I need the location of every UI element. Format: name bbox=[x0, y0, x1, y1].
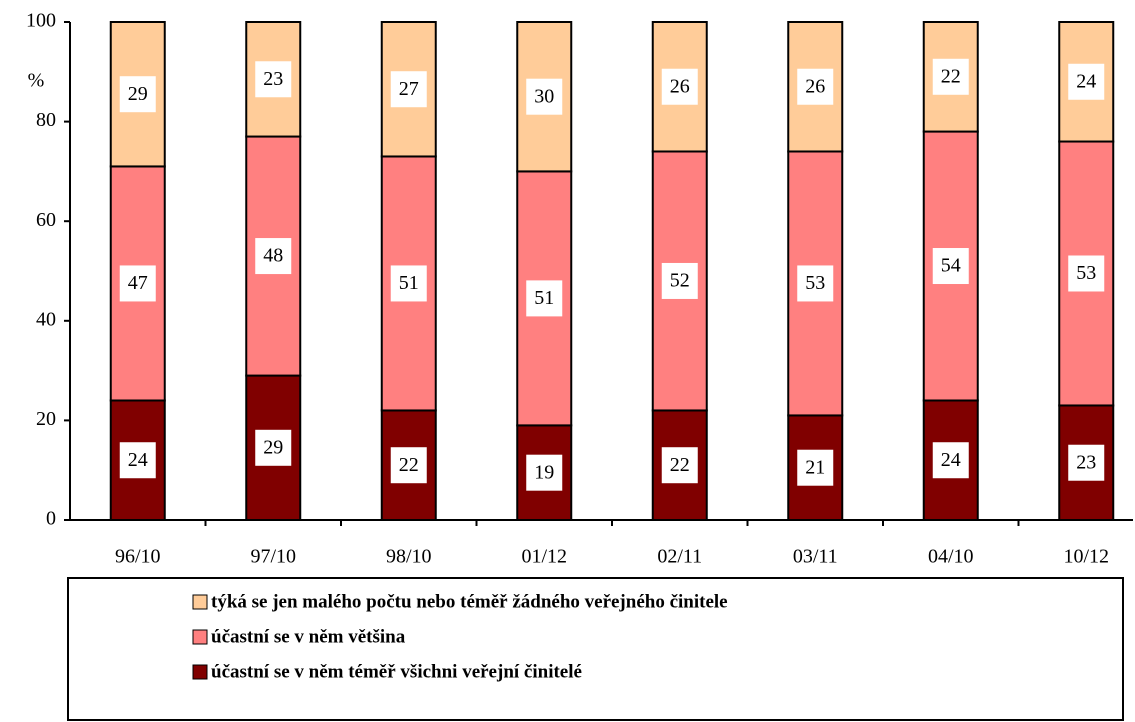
value-label-box bbox=[797, 449, 834, 486]
value-label-box bbox=[390, 447, 427, 484]
value-label-box bbox=[797, 265, 834, 302]
value-label: 26 bbox=[805, 75, 825, 97]
value-label-box bbox=[1068, 63, 1105, 100]
value-label-box bbox=[255, 61, 292, 98]
y-tick-label: 60 bbox=[36, 209, 56, 231]
value-label: 23 bbox=[1076, 451, 1096, 473]
x-tick-label: 01/12 bbox=[521, 546, 567, 568]
y-tick-label: 40 bbox=[36, 308, 56, 330]
value-label-box bbox=[932, 442, 969, 479]
value-label: 29 bbox=[263, 436, 283, 458]
legend-label: účastní se v něm téměř všichni veřejní č… bbox=[211, 661, 582, 682]
value-label-box bbox=[661, 447, 698, 484]
value-label: 22 bbox=[941, 65, 961, 87]
value-label: 54 bbox=[941, 255, 961, 277]
value-label-box bbox=[526, 78, 563, 115]
legend-swatch bbox=[192, 629, 208, 645]
value-label-box bbox=[390, 265, 427, 302]
value-label-box bbox=[119, 76, 156, 113]
value-label: 29 bbox=[128, 83, 148, 105]
value-label: 21 bbox=[805, 456, 825, 478]
legend-swatch bbox=[192, 594, 208, 610]
value-label-box bbox=[119, 265, 156, 302]
value-label: 22 bbox=[670, 454, 690, 476]
x-tick-label: 96/10 bbox=[115, 546, 161, 568]
value-label: 53 bbox=[805, 272, 825, 294]
y-tick-label: 20 bbox=[36, 408, 56, 430]
value-label-box bbox=[526, 454, 563, 491]
value-label-box bbox=[932, 248, 969, 285]
y-tick-label: 80 bbox=[36, 109, 56, 131]
legend-box bbox=[67, 577, 1124, 721]
value-label: 23 bbox=[263, 68, 283, 90]
value-label: 52 bbox=[670, 270, 690, 292]
value-label: 48 bbox=[263, 245, 283, 267]
value-label-box bbox=[661, 262, 698, 299]
value-label-box bbox=[390, 71, 427, 108]
y-tick-label: 0 bbox=[46, 508, 56, 530]
value-label: 53 bbox=[1076, 262, 1096, 284]
value-label: 24 bbox=[1076, 70, 1096, 92]
x-tick-label: 98/10 bbox=[386, 546, 432, 568]
y-tick-label: 100 bbox=[26, 10, 56, 32]
value-label-box bbox=[255, 429, 292, 466]
value-label: 26 bbox=[670, 75, 690, 97]
value-label-box bbox=[932, 58, 969, 95]
value-label: 24 bbox=[941, 449, 961, 471]
value-label-box bbox=[1068, 255, 1105, 292]
x-tick-label: 97/10 bbox=[250, 546, 296, 568]
value-label-box bbox=[526, 280, 563, 317]
value-label: 30 bbox=[534, 85, 554, 107]
legend-swatch bbox=[192, 664, 208, 680]
legend-label: týká se jen malého počtu nebo téměř žádn… bbox=[211, 591, 728, 612]
x-tick-label: 04/10 bbox=[928, 546, 974, 568]
value-label: 47 bbox=[128, 272, 148, 294]
x-tick-label: 03/11 bbox=[793, 546, 838, 568]
value-label-box bbox=[1068, 444, 1105, 481]
x-tick-label: 10/12 bbox=[1063, 546, 1109, 568]
value-label: 51 bbox=[534, 287, 554, 309]
value-label: 22 bbox=[399, 454, 419, 476]
value-label: 51 bbox=[399, 272, 419, 294]
value-label-box bbox=[797, 68, 834, 105]
legend-label: účastní se v něm většina bbox=[211, 626, 406, 647]
value-label-box bbox=[661, 68, 698, 105]
y-axis-label: % bbox=[28, 70, 45, 92]
value-label-box bbox=[119, 442, 156, 479]
value-label: 19 bbox=[534, 461, 554, 483]
value-label: 24 bbox=[128, 449, 148, 471]
x-tick-label: 02/11 bbox=[657, 546, 702, 568]
value-label: 27 bbox=[399, 78, 419, 100]
value-label-box bbox=[255, 238, 292, 275]
